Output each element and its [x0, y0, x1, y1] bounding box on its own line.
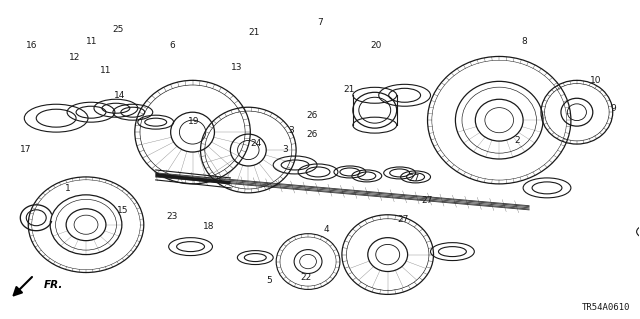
- Text: 3: 3: [289, 126, 294, 135]
- Text: 5: 5: [266, 276, 272, 285]
- Text: 26: 26: [306, 111, 317, 120]
- Text: 18: 18: [203, 222, 214, 231]
- Text: 3: 3: [282, 145, 288, 154]
- Text: 20: 20: [371, 41, 382, 50]
- Text: 26: 26: [306, 130, 317, 138]
- Text: 21: 21: [343, 85, 355, 94]
- Text: 6: 6: [170, 41, 175, 50]
- Text: 11: 11: [99, 66, 111, 75]
- Text: 19: 19: [188, 117, 200, 126]
- Text: FR.: FR.: [44, 280, 63, 290]
- Text: 23: 23: [166, 212, 178, 221]
- Text: 27: 27: [397, 215, 408, 224]
- Text: 22: 22: [300, 272, 312, 281]
- Text: 17: 17: [20, 145, 31, 154]
- Text: 4: 4: [324, 225, 329, 234]
- Text: 27: 27: [408, 174, 420, 183]
- Text: 11: 11: [86, 38, 98, 47]
- Text: 7: 7: [317, 19, 323, 27]
- Text: 25: 25: [112, 25, 124, 34]
- Text: 15: 15: [116, 206, 128, 215]
- Text: 10: 10: [590, 76, 602, 85]
- Text: 2: 2: [515, 136, 520, 145]
- Text: 12: 12: [69, 53, 81, 62]
- Text: 14: 14: [113, 92, 125, 100]
- Text: 21: 21: [249, 28, 260, 37]
- Text: 16: 16: [26, 41, 38, 50]
- Text: 27: 27: [421, 196, 433, 205]
- Text: 1: 1: [65, 184, 71, 193]
- Text: 13: 13: [232, 63, 243, 72]
- Text: TR54A0610: TR54A0610: [582, 303, 630, 312]
- Text: 24: 24: [251, 139, 262, 148]
- Text: 9: 9: [611, 104, 616, 113]
- Text: 8: 8: [521, 38, 527, 47]
